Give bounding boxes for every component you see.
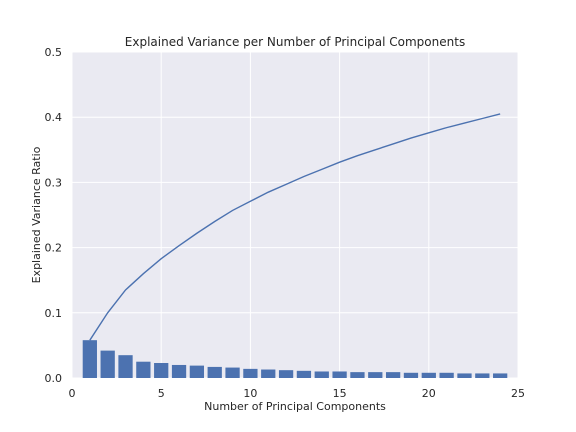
bar [385,372,401,378]
x-tick-label: 10 [243,387,257,400]
y-tick-label: 0.0 [45,372,63,385]
bar [457,373,472,378]
plot-area [72,52,518,378]
x-tick-labels: 0 5 10 15 20 25 [69,387,526,400]
y-tick-label: 0.3 [45,176,63,189]
x-tick-label: 5 [158,387,165,400]
y-tick-label: 0.2 [45,242,63,255]
y-axis-label: Explained Variance Ratio [30,146,43,283]
y-tick-labels: 0.0 0.1 0.2 0.3 0.4 0.5 [45,46,63,385]
bar [154,363,169,378]
x-tick-label: 25 [511,387,525,400]
bar [403,372,419,378]
cumulative-variance-line [89,113,501,341]
bar [118,355,133,378]
bar [368,372,383,378]
bar [243,368,258,378]
x-tick-label: 0 [69,387,76,400]
x-tick-label: 20 [422,387,436,400]
bar [225,367,240,378]
bar [136,361,151,378]
bar [100,350,115,378]
bar [278,370,294,378]
chart-title: Explained Variance per Number of Princip… [125,35,465,49]
y-tick-label: 0.4 [45,111,63,124]
bar [171,364,187,378]
line-series [89,113,501,341]
y-tick-label: 0.1 [45,307,63,320]
bar [439,372,454,378]
bar [261,369,276,378]
bar [350,372,365,378]
bar [421,372,436,378]
x-axis-label: Number of Principal Components [204,400,386,413]
bar [493,373,508,378]
bar [189,365,205,378]
bar [296,370,312,378]
bar [475,373,490,378]
bar-series [82,340,508,378]
bar [207,366,222,378]
y-tick-label: 0.5 [45,46,63,59]
bar [332,371,347,378]
bar [82,340,97,378]
x-tick-label: 15 [333,387,347,400]
bar [314,371,329,378]
